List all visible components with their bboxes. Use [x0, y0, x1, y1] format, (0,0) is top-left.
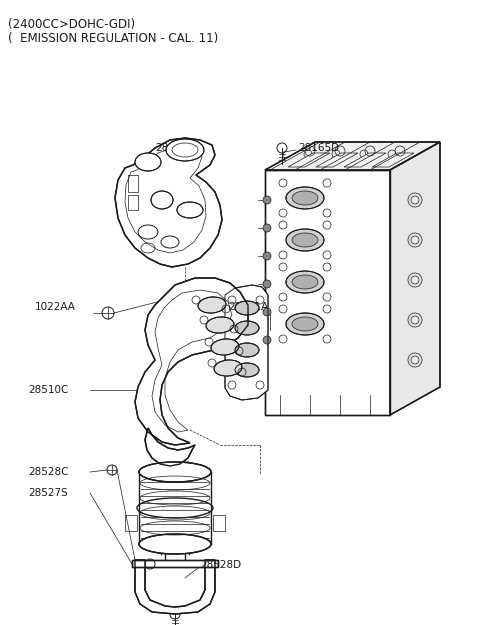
Polygon shape — [316, 153, 358, 167]
Ellipse shape — [292, 317, 318, 331]
Text: 1022AA: 1022AA — [35, 302, 76, 312]
Ellipse shape — [292, 191, 318, 205]
Polygon shape — [344, 153, 386, 167]
Ellipse shape — [292, 275, 318, 289]
Text: (2400CC>DOHC-GDI): (2400CC>DOHC-GDI) — [8, 18, 135, 31]
Polygon shape — [135, 278, 248, 445]
Circle shape — [263, 224, 271, 232]
Polygon shape — [145, 428, 195, 466]
Ellipse shape — [235, 321, 259, 335]
Polygon shape — [372, 153, 414, 167]
Ellipse shape — [286, 271, 324, 293]
Polygon shape — [265, 170, 390, 415]
Text: 28525F: 28525F — [155, 143, 194, 153]
Polygon shape — [288, 153, 330, 167]
Polygon shape — [135, 560, 215, 614]
Ellipse shape — [292, 233, 318, 247]
Ellipse shape — [177, 202, 203, 218]
Ellipse shape — [286, 187, 324, 209]
Ellipse shape — [166, 139, 204, 161]
Polygon shape — [390, 142, 440, 415]
Ellipse shape — [139, 462, 211, 482]
Text: 28527S: 28527S — [28, 488, 68, 498]
Circle shape — [263, 308, 271, 316]
Ellipse shape — [235, 301, 259, 315]
Ellipse shape — [235, 343, 259, 357]
Circle shape — [263, 336, 271, 344]
Polygon shape — [265, 142, 440, 170]
Ellipse shape — [206, 317, 234, 333]
Ellipse shape — [135, 153, 161, 171]
Polygon shape — [225, 285, 268, 400]
Ellipse shape — [286, 313, 324, 335]
Text: 28528D: 28528D — [200, 560, 241, 570]
Ellipse shape — [198, 297, 226, 313]
Polygon shape — [132, 560, 218, 567]
Ellipse shape — [211, 339, 239, 355]
Circle shape — [263, 280, 271, 288]
Text: 28165D: 28165D — [298, 143, 339, 153]
Ellipse shape — [286, 229, 324, 251]
Ellipse shape — [151, 191, 173, 209]
Ellipse shape — [214, 360, 242, 376]
Text: (  EMISSION REGULATION - CAL. 11): ( EMISSION REGULATION - CAL. 11) — [8, 32, 218, 45]
Circle shape — [263, 196, 271, 204]
Circle shape — [263, 252, 271, 260]
Ellipse shape — [139, 534, 211, 554]
Text: 28521A: 28521A — [228, 302, 268, 312]
Ellipse shape — [235, 363, 259, 377]
Text: 28528C: 28528C — [28, 467, 69, 477]
Polygon shape — [115, 138, 222, 267]
Text: 28510C: 28510C — [28, 385, 68, 395]
